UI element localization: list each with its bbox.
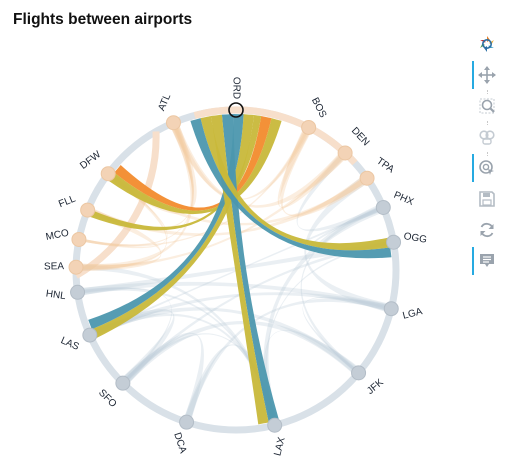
node-label-dca: DCA <box>171 431 188 455</box>
node-den[interactable] <box>337 145 353 161</box>
chord-ord-las[interactable] <box>88 114 244 330</box>
background-chord <box>82 175 168 249</box>
node-las[interactable] <box>82 327 98 343</box>
node-label-phx: PHX <box>392 190 416 208</box>
airport-nodes[interactable] <box>68 102 402 433</box>
reset-icon <box>480 222 494 238</box>
node-label-sfo: SFO <box>96 388 118 410</box>
save-icon <box>479 191 495 207</box>
node-dfw[interactable] <box>100 166 116 182</box>
background-chord <box>81 281 389 312</box>
background-chord <box>109 173 366 226</box>
node-hnl[interactable] <box>70 284 86 300</box>
node-label-bos: BOS <box>309 96 329 120</box>
node-label-las: LAS <box>59 335 81 353</box>
node-mco[interactable] <box>71 231 87 247</box>
wheel-zoom-icon <box>479 130 495 145</box>
background-chord <box>263 329 357 422</box>
node-label-mco: MCO <box>45 228 70 243</box>
node-lga[interactable] <box>383 301 399 317</box>
node-dca[interactable] <box>179 414 195 430</box>
node-label-ogg: OGG <box>403 231 428 246</box>
node-label-ord: ORD <box>231 77 242 99</box>
chord-ord-fll[interactable] <box>89 115 262 231</box>
box-zoom-tool-button[interactable] <box>472 94 502 118</box>
node-fll[interactable] <box>80 202 96 218</box>
node-label-lax: LAX <box>272 436 287 457</box>
tap-icon <box>479 160 494 175</box>
reset-tool-button[interactable] <box>472 218 502 242</box>
node-bos[interactable] <box>301 119 317 135</box>
background-chord <box>304 176 389 312</box>
node-label-dfw: DFW <box>78 149 103 172</box>
node-sfo[interactable] <box>115 375 131 391</box>
node-label-sea: SEA <box>44 261 65 272</box>
background-chord <box>122 320 359 384</box>
pan-icon <box>478 66 496 84</box>
node-jfk[interactable] <box>351 365 367 381</box>
highlighted-chords[interactable] <box>88 114 392 425</box>
hover-tool-button[interactable] <box>472 247 502 275</box>
node-lax[interactable] <box>267 417 283 433</box>
background-chord <box>171 124 346 208</box>
hover-icon <box>480 254 494 267</box>
node-label-jfk: JFK <box>365 377 386 397</box>
chart-toolbar <box>470 30 504 280</box>
node-label-hnl: HNL <box>45 288 67 302</box>
box-zoom-icon <box>479 98 495 114</box>
node-phx[interactable] <box>375 199 391 215</box>
ring-arc-warm <box>193 106 358 166</box>
wheel-zoom-tool-button[interactable] <box>472 125 502 149</box>
ring-arc-warm <box>74 131 160 279</box>
node-atl[interactable] <box>165 115 181 131</box>
background-chord <box>296 153 381 232</box>
background-chord <box>280 129 367 217</box>
node-sea[interactable] <box>68 259 84 275</box>
chart-title: Flights between airports <box>13 11 193 28</box>
node-ord[interactable] <box>228 102 244 118</box>
node-label-den: DEN <box>349 125 371 148</box>
node-label-tpa: TPA <box>374 156 396 176</box>
background-chord <box>277 129 346 208</box>
background-chord <box>80 125 194 271</box>
save-tool-button[interactable] <box>472 187 502 211</box>
node-label-lga: LGA <box>402 306 424 322</box>
node-tpa[interactable] <box>359 170 375 186</box>
pan-tool-button[interactable] <box>472 61 502 89</box>
tap-tool-button[interactable] <box>472 154 502 182</box>
node-label-atl: ATL <box>156 92 173 113</box>
background-chord <box>80 208 162 271</box>
bokeh-logo-icon <box>472 32 502 56</box>
background-chord <box>172 125 310 200</box>
node-ogg[interactable] <box>386 234 402 250</box>
node-label-fll: FLL <box>57 193 78 210</box>
background-chord <box>80 154 344 270</box>
